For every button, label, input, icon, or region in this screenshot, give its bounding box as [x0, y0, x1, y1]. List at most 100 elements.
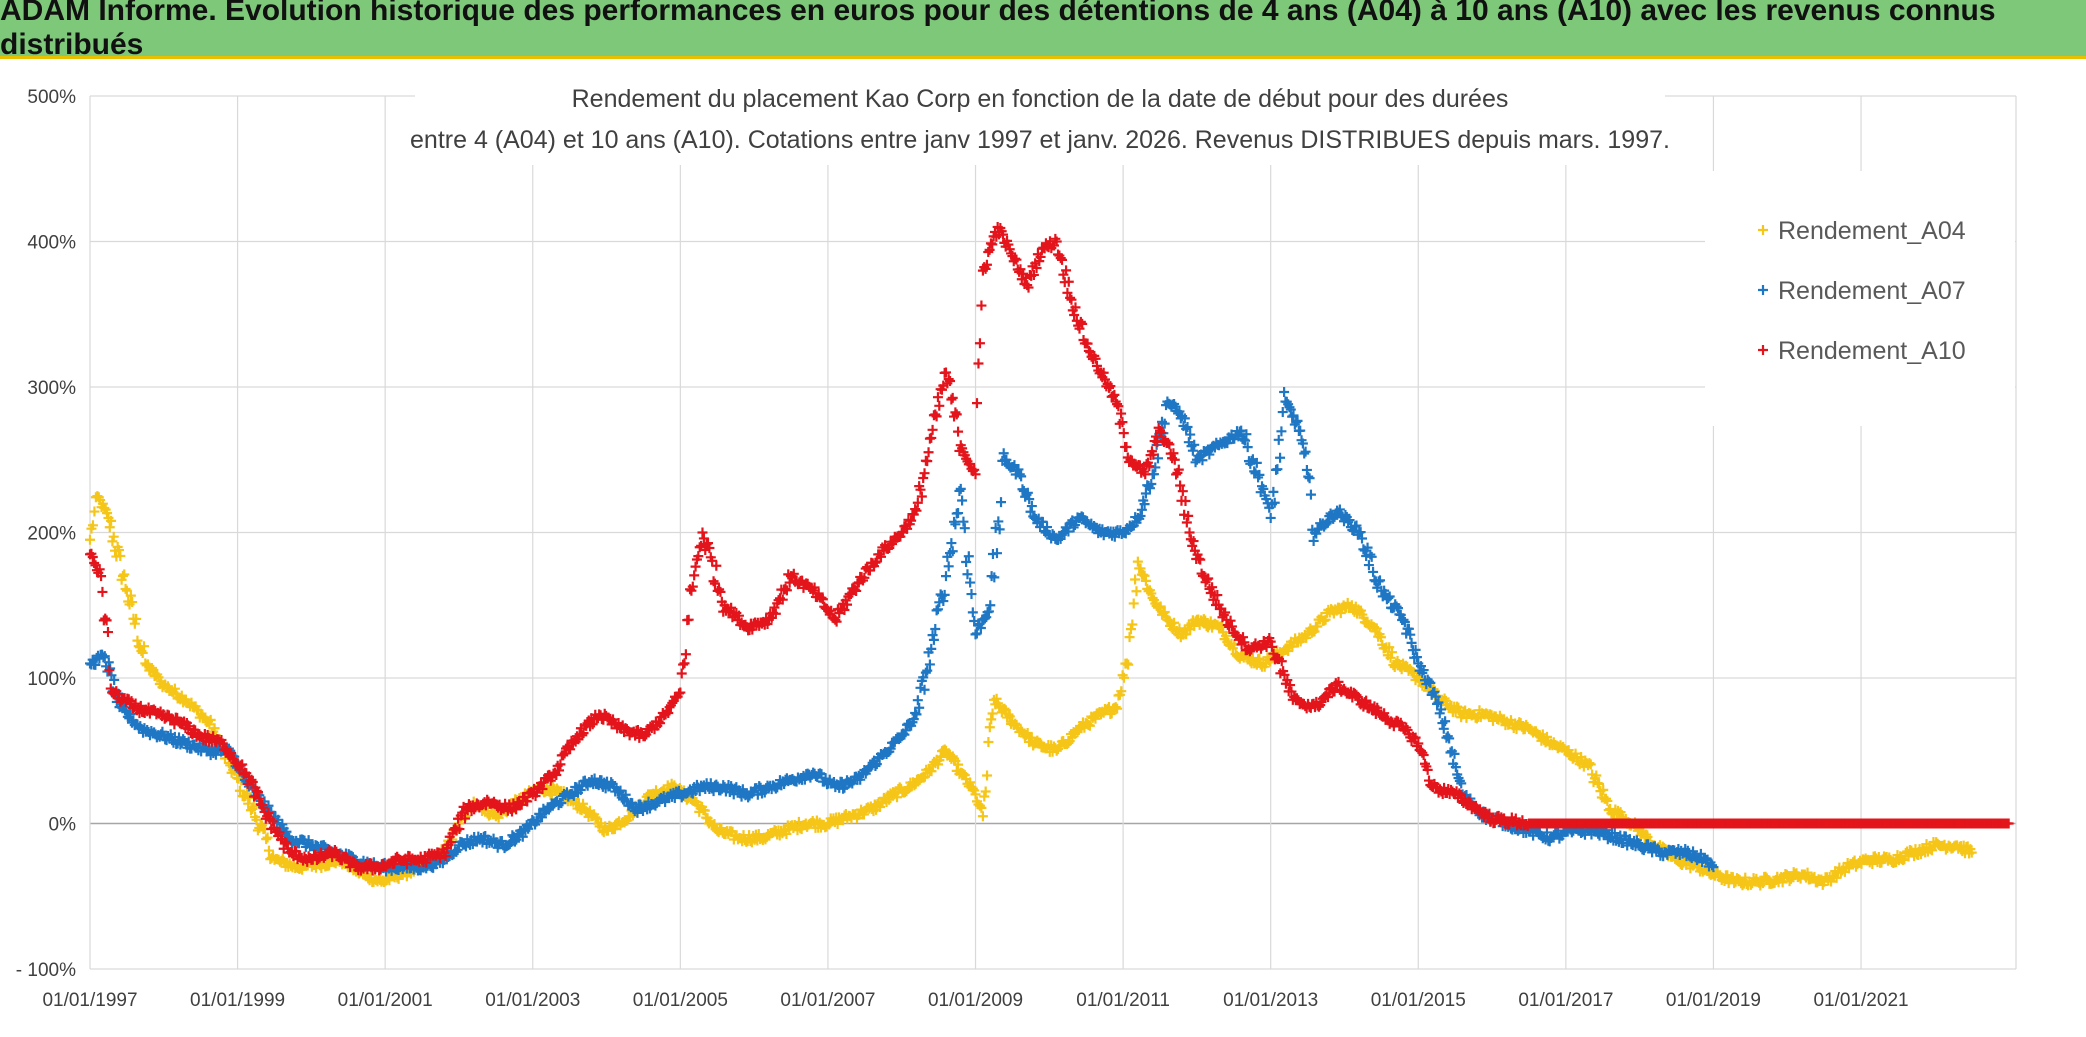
- data-point: [1153, 422, 1164, 433]
- data-point: [1366, 551, 1377, 562]
- data-point: [606, 777, 617, 788]
- series-Rendement_A10: [85, 221, 2014, 876]
- data-point: [687, 581, 698, 592]
- data-point: [1119, 672, 1130, 683]
- data-point: [655, 718, 666, 729]
- data-point: [457, 807, 468, 818]
- data-point: [262, 832, 273, 843]
- data-point: [243, 798, 254, 809]
- x-tick-label: 01/01/2015: [1371, 990, 1466, 1011]
- data-point: [1188, 536, 1199, 547]
- data-point: [1449, 748, 1460, 759]
- data-point: [859, 572, 870, 583]
- data-point: [1150, 462, 1161, 473]
- data-point: [953, 508, 964, 519]
- data-point: [716, 823, 727, 834]
- data-point: [981, 259, 992, 270]
- data-point: [120, 705, 131, 716]
- data-point: [251, 785, 262, 796]
- data-point: [1615, 807, 1626, 818]
- data-point: [1277, 407, 1288, 418]
- data-point: [1372, 702, 1383, 713]
- data-point: [1128, 598, 1139, 609]
- data-point: [1308, 535, 1319, 546]
- data-point: [421, 857, 432, 868]
- data-point: [1254, 469, 1265, 480]
- data-point: [1181, 423, 1192, 434]
- data-point: [788, 568, 799, 579]
- data-point: [924, 433, 935, 444]
- data-point: [985, 600, 996, 611]
- data-point: [131, 613, 142, 624]
- data-point: [345, 862, 356, 873]
- data-point: [1600, 793, 1611, 804]
- data-point: [89, 506, 100, 517]
- data-point: [615, 785, 626, 796]
- data-point: [1299, 448, 1310, 459]
- data-point: [1146, 588, 1157, 599]
- data-point: [556, 798, 567, 809]
- data-point: [435, 853, 446, 864]
- data-point: [1065, 292, 1076, 303]
- data-point: [1226, 621, 1237, 632]
- data-point: [1124, 632, 1135, 643]
- data-point: [1016, 471, 1027, 482]
- data-point: [1383, 593, 1394, 604]
- data-point: [1406, 637, 1417, 648]
- data-point: [697, 527, 708, 538]
- data-point: [1179, 413, 1190, 424]
- data-point: [1279, 386, 1290, 397]
- data-point: [1127, 619, 1138, 630]
- data-point: [1239, 637, 1250, 648]
- y-tick-label: 0%: [49, 815, 77, 836]
- data-point: [900, 725, 911, 736]
- data-point: [1190, 457, 1201, 468]
- data-point: [983, 247, 994, 258]
- data-point: [919, 684, 930, 695]
- data-point: [1375, 632, 1386, 643]
- data-point: [1130, 574, 1141, 585]
- data-point: [291, 846, 302, 857]
- data-point: [157, 726, 168, 737]
- data-point: [932, 604, 943, 615]
- data-point: [910, 707, 921, 718]
- x-tick-label: 01/01/2019: [1666, 990, 1761, 1011]
- data-point: [1037, 516, 1048, 527]
- data-point: [1139, 499, 1150, 510]
- data-point: [923, 447, 934, 458]
- data-point: [663, 707, 674, 718]
- data-point: [1418, 665, 1429, 676]
- data-point: [1363, 560, 1374, 571]
- data-point: [709, 819, 720, 830]
- data-point: [689, 570, 700, 581]
- data-point: [976, 300, 987, 311]
- data-point: [983, 606, 994, 617]
- data-point: [261, 834, 272, 845]
- data-point: [1273, 434, 1284, 445]
- data-point: [132, 635, 143, 646]
- data-point: [998, 229, 1009, 240]
- data-point: [1159, 418, 1170, 429]
- data-point: [280, 836, 291, 847]
- data-point: [1602, 795, 1613, 806]
- data-point: [1395, 609, 1406, 620]
- x-tick-label: 01/01/2003: [485, 990, 580, 1011]
- y-tick-label: - 100%: [16, 960, 76, 981]
- data-point: [989, 572, 1000, 583]
- data-point: [1035, 251, 1046, 262]
- data-point: [1042, 522, 1052, 533]
- data-point: [1049, 240, 1060, 251]
- data-point: [1091, 360, 1102, 371]
- legend: Rendement_A04 Rendement_A07 Rendement_A10: [1705, 171, 2015, 426]
- data-point: [998, 448, 1009, 459]
- data-point: [1454, 788, 1465, 799]
- data-point: [1433, 697, 1444, 708]
- data-point: [901, 786, 912, 797]
- data-point: [678, 659, 689, 670]
- data-point: [1004, 711, 1015, 722]
- data-point: [459, 813, 470, 824]
- data-point: [826, 605, 837, 616]
- data-point: [704, 542, 715, 553]
- data-point: [1340, 509, 1351, 520]
